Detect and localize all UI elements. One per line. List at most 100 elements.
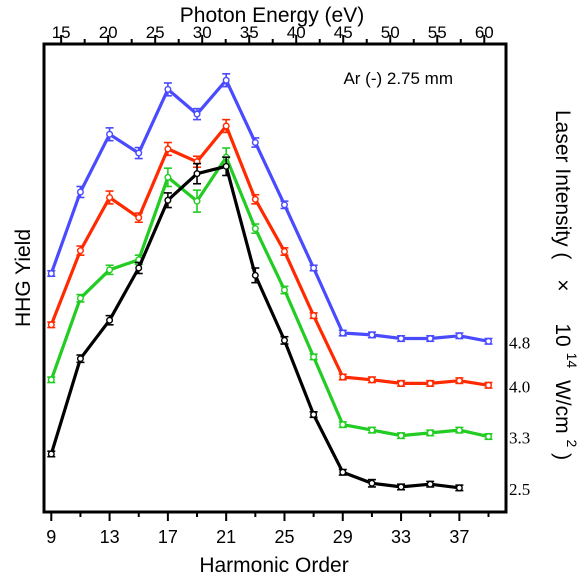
data-point bbox=[485, 381, 493, 389]
data-point bbox=[251, 225, 259, 233]
right-label-close: ) bbox=[551, 453, 574, 460]
data-point bbox=[397, 432, 405, 440]
x-tick-label: 29 bbox=[333, 527, 353, 547]
data-point bbox=[485, 337, 493, 345]
data-point bbox=[47, 270, 55, 278]
data-point bbox=[76, 355, 84, 363]
top-tick-label: 40 bbox=[287, 23, 306, 42]
data-point bbox=[76, 188, 84, 196]
data-point bbox=[164, 85, 172, 93]
axis-ticks bbox=[50, 35, 490, 521]
data-point bbox=[164, 173, 172, 181]
right-label-exp: 14 bbox=[564, 353, 580, 369]
data-point bbox=[135, 264, 143, 272]
series-label-4.0: 4.0 bbox=[509, 377, 530, 396]
top-tick-label: 35 bbox=[240, 23, 259, 42]
x-tick-label: 13 bbox=[100, 527, 120, 547]
y-axis-label: HHG Yield bbox=[12, 229, 35, 327]
right-label-base: 10 bbox=[551, 323, 574, 346]
x-tick-label: 37 bbox=[449, 527, 469, 547]
data-point bbox=[339, 421, 347, 429]
data-point bbox=[426, 335, 434, 343]
data-point bbox=[455, 332, 463, 340]
data-point bbox=[193, 110, 201, 118]
data-point bbox=[339, 329, 347, 337]
data-point bbox=[193, 170, 201, 178]
series-layer bbox=[47, 73, 493, 492]
plot-frame bbox=[42, 42, 508, 514]
data-point bbox=[455, 426, 463, 434]
data-point bbox=[164, 196, 172, 204]
data-point bbox=[76, 247, 84, 255]
data-point bbox=[426, 379, 434, 387]
right-label-times: × bbox=[551, 279, 574, 291]
data-point bbox=[222, 122, 230, 130]
x-tick-label: 25 bbox=[274, 527, 294, 547]
top-tick-label: 55 bbox=[428, 23, 447, 42]
series-4.8 bbox=[47, 73, 493, 345]
top-tick-labels: 15 20 25 30 35 40 45 50 55 60 bbox=[52, 23, 494, 42]
data-point bbox=[397, 379, 405, 387]
data-point bbox=[339, 373, 347, 381]
series-line bbox=[49, 155, 489, 439]
svg-text:Laser Intensity ( ×: Laser Intensity ( × 10 14 W/cm 2 ) bbox=[551, 110, 585, 460]
data-point bbox=[47, 376, 55, 384]
data-point bbox=[455, 377, 463, 385]
data-point bbox=[251, 195, 259, 203]
data-point bbox=[455, 484, 463, 492]
data-point bbox=[310, 312, 318, 320]
data-point bbox=[397, 335, 405, 343]
series-labels: 4.8 4.0 3.3 2.5 bbox=[509, 333, 530, 499]
series-3.3 bbox=[47, 147, 493, 441]
data-point bbox=[47, 321, 55, 329]
x-tick-label: 33 bbox=[391, 527, 411, 547]
top-tick-label: 15 bbox=[52, 23, 71, 42]
data-point bbox=[310, 353, 318, 361]
data-point bbox=[164, 145, 172, 153]
data-point bbox=[193, 197, 201, 205]
right-label: Laser Intensity ( × 10 14 W/cm 2 ) bbox=[551, 110, 585, 460]
top-tick-label: 30 bbox=[193, 23, 212, 42]
data-point bbox=[426, 429, 434, 437]
data-point bbox=[47, 450, 55, 458]
plot-border bbox=[42, 42, 508, 514]
x-tick-label: 21 bbox=[216, 527, 236, 547]
data-point bbox=[368, 479, 376, 487]
x-tick-label: 9 bbox=[46, 527, 56, 547]
x-tick-label: 17 bbox=[158, 527, 178, 547]
data-point bbox=[222, 162, 230, 170]
data-point bbox=[368, 331, 376, 339]
series-label-2.5: 2.5 bbox=[509, 480, 530, 499]
series-4.0 bbox=[47, 118, 493, 389]
right-label-prefix: Laser Intensity ( bbox=[551, 110, 574, 259]
data-point bbox=[251, 139, 259, 147]
top-tick-label: 25 bbox=[146, 23, 165, 42]
data-point bbox=[222, 76, 230, 84]
data-point bbox=[310, 411, 318, 419]
data-point bbox=[310, 264, 318, 272]
data-point bbox=[339, 468, 347, 476]
series-label-4.8: 4.8 bbox=[509, 333, 530, 352]
data-point bbox=[397, 483, 405, 491]
top-tick-label: 20 bbox=[99, 23, 118, 42]
data-point bbox=[485, 433, 493, 441]
x-axis-label: Harmonic Order bbox=[199, 554, 348, 577]
data-point bbox=[251, 271, 259, 279]
series-2.5 bbox=[47, 156, 464, 492]
data-point bbox=[106, 316, 114, 324]
data-point bbox=[106, 193, 114, 201]
top-tick-label: 60 bbox=[475, 23, 494, 42]
series-label-3.3: 3.3 bbox=[509, 429, 530, 448]
data-point bbox=[106, 130, 114, 138]
top-axis-label: Photon Energy (eV) bbox=[180, 4, 364, 27]
data-point bbox=[280, 286, 288, 294]
top-tick-label: 50 bbox=[381, 23, 400, 42]
right-label-unit: W/cm bbox=[551, 380, 574, 434]
series-line bbox=[49, 124, 489, 387]
series-line bbox=[49, 164, 460, 490]
bottom-tick-labels: 9 13 17 21 25 29 33 37 bbox=[46, 527, 469, 547]
top-tick-label: 45 bbox=[334, 23, 353, 42]
right-label-unit-exp: 2 bbox=[564, 439, 580, 447]
data-point bbox=[106, 266, 114, 274]
